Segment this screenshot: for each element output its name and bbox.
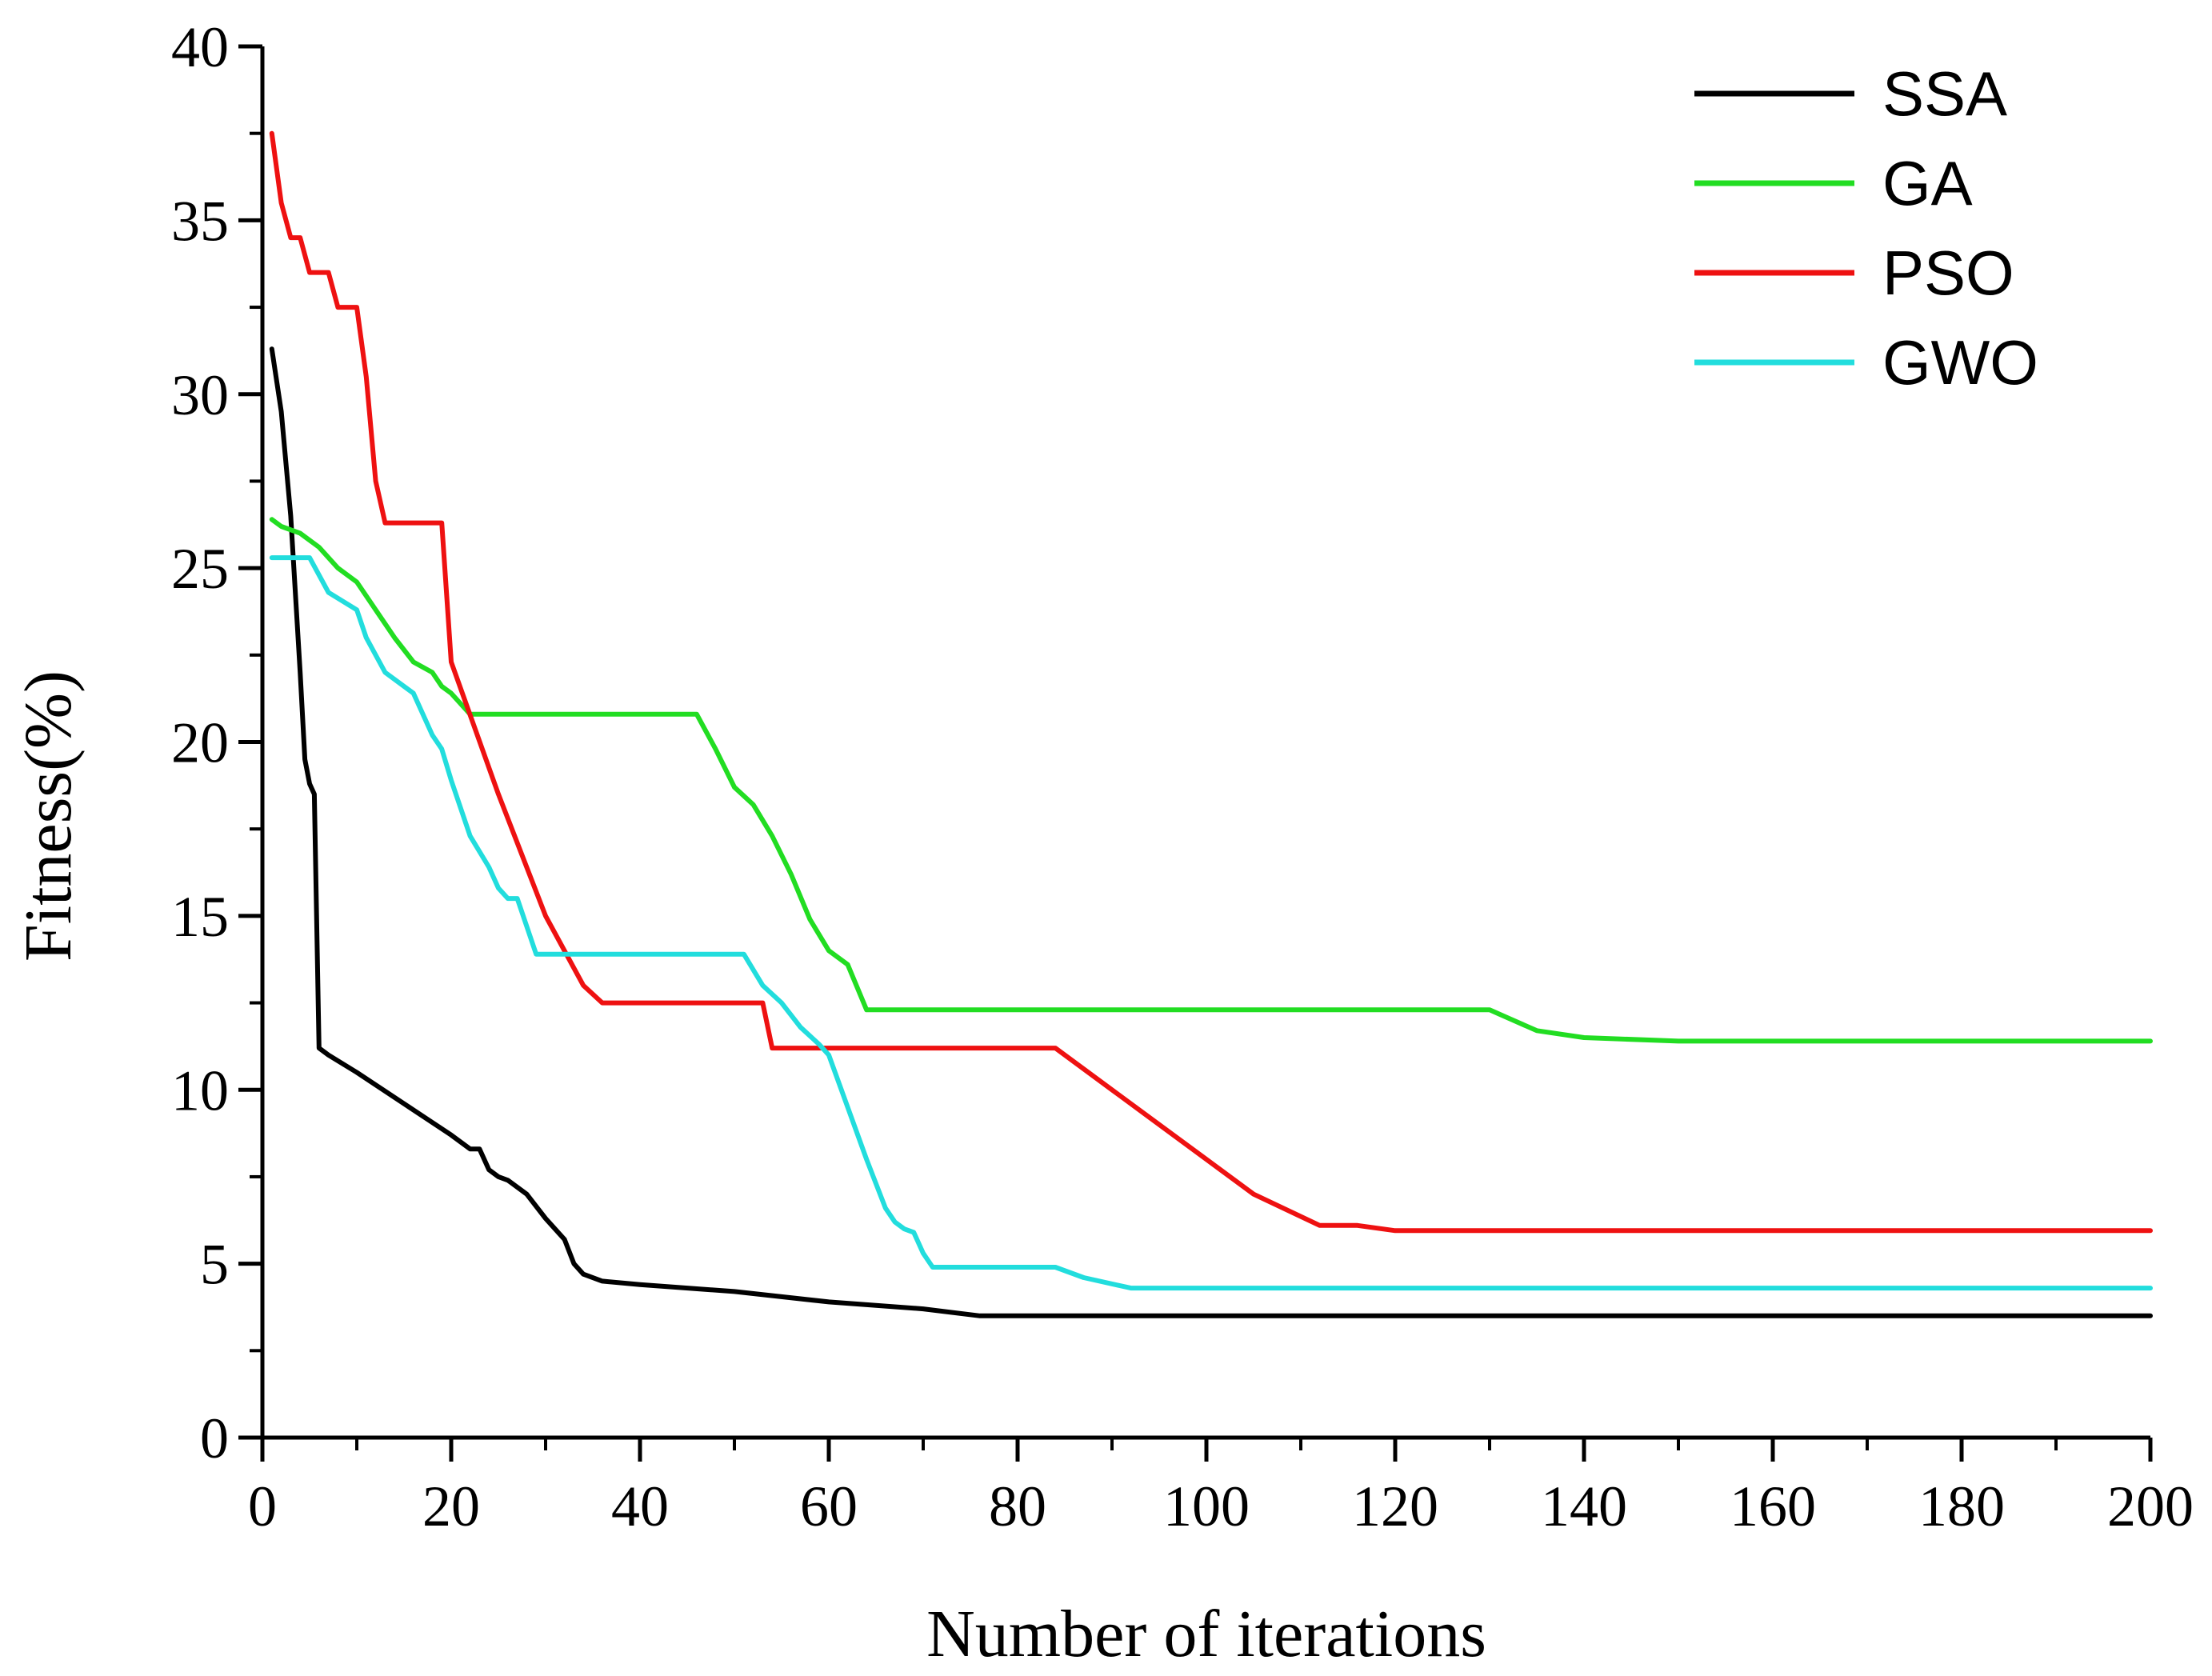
legend-label-ga: GA bbox=[1882, 148, 1973, 218]
x-tick-label: 0 bbox=[248, 1474, 277, 1538]
x-tick-label: 100 bbox=[1163, 1474, 1250, 1538]
x-tick-label: 80 bbox=[989, 1474, 1046, 1538]
legend-label-pso: PSO bbox=[1882, 238, 2014, 308]
y-tick-label: 20 bbox=[171, 711, 229, 775]
legend-label-ssa: SSA bbox=[1882, 58, 2007, 129]
y-tick-label: 0 bbox=[200, 1406, 229, 1470]
legend-label-gwo: GWO bbox=[1882, 327, 2038, 398]
axes: 0 20 40 60 80 100 120 140 160 180 200 0 5 10 15 20 25 30 3… bbox=[171, 15, 2194, 1538]
y-tick-label: 15 bbox=[171, 885, 229, 949]
series-line-ssa bbox=[269, 346, 2153, 1318]
x-tick-label: 120 bbox=[1352, 1474, 1438, 1538]
x-tick-label: 60 bbox=[800, 1474, 858, 1538]
series-line-pso bbox=[269, 130, 2153, 1234]
x-tick-label: 200 bbox=[2107, 1474, 2194, 1538]
y-tick-label: 10 bbox=[171, 1058, 229, 1122]
x-tick-label: 180 bbox=[1918, 1474, 2005, 1538]
x-tick-label: 160 bbox=[1730, 1474, 1816, 1538]
y-tick-label: 35 bbox=[171, 189, 229, 253]
series-layer bbox=[269, 130, 2153, 1318]
y-tick-label: 5 bbox=[200, 1233, 229, 1297]
x-tick-label: 40 bbox=[611, 1474, 669, 1538]
legend: SSA GA PSO GWO bbox=[1694, 58, 2038, 398]
y-axis-title: Fitness(%) bbox=[11, 670, 86, 962]
x-tick-label: 140 bbox=[1541, 1474, 1627, 1538]
y-tick-label: 30 bbox=[171, 363, 229, 427]
x-tick-label: 20 bbox=[422, 1474, 480, 1538]
y-tick-label: 40 bbox=[171, 15, 229, 79]
y-tick-label: 25 bbox=[171, 537, 229, 601]
series-line-gwo bbox=[269, 555, 2153, 1291]
x-axis-title: Number of iterations bbox=[926, 1597, 1486, 1671]
series-line-ga bbox=[269, 517, 2153, 1044]
